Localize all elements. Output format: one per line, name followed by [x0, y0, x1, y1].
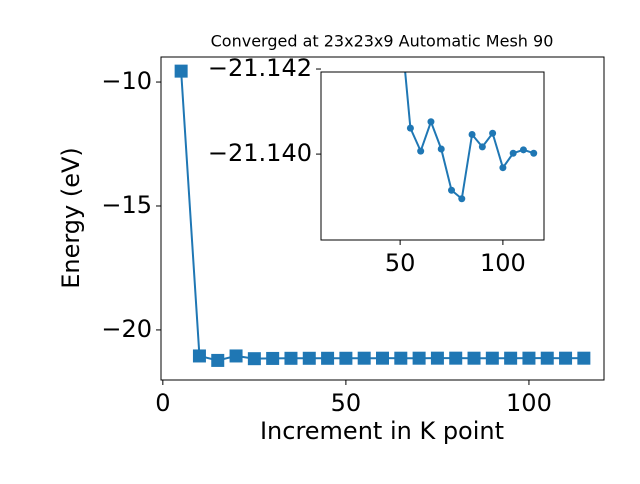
point: [247, 352, 261, 366]
point: [437, 145, 445, 153]
point: [321, 351, 335, 365]
axes-frame: [160, 56, 605, 381]
point: [509, 149, 517, 157]
point: [417, 147, 425, 155]
point: [174, 64, 188, 78]
point: [449, 351, 463, 365]
x-tick-label: 100: [506, 389, 552, 417]
point: [522, 351, 536, 365]
inset-background: [321, 72, 544, 240]
point: [394, 351, 408, 365]
point: [467, 351, 481, 365]
point: [412, 351, 426, 365]
plot-area: [404, 72, 538, 203]
x-tick-label: 100: [480, 249, 526, 277]
point: [284, 351, 298, 365]
point: [519, 146, 527, 154]
x-tick-label: 50: [385, 249, 416, 277]
point: [430, 351, 444, 365]
y-axis-label: Energy (eV): [57, 147, 85, 289]
point: [192, 349, 206, 363]
point: [485, 351, 499, 365]
point: [540, 351, 554, 365]
axes-frame: [320, 71, 545, 241]
point: [577, 351, 591, 365]
y-tick-label: −21.142: [208, 54, 312, 82]
chart-title: Converged at 23x23x9 Automatic Mesh 90: [211, 32, 554, 51]
point: [458, 195, 466, 203]
point: [504, 351, 518, 365]
point: [376, 351, 389, 365]
point: [229, 349, 243, 363]
point: [266, 351, 280, 365]
point: [448, 186, 456, 194]
y-tick-label: −20: [101, 315, 152, 343]
plot-area: [174, 64, 591, 367]
point: [211, 353, 225, 367]
x-axis-label: Increment in K point: [260, 417, 504, 445]
point: [489, 129, 497, 137]
y-tick-label: −15: [101, 191, 152, 219]
point: [427, 118, 435, 126]
point: [468, 131, 476, 139]
x-tick-label: 0: [155, 389, 170, 417]
y-tick-label: −21.140: [208, 139, 312, 167]
y-tick-label: −10: [101, 67, 152, 95]
point: [530, 149, 538, 157]
point: [478, 143, 486, 151]
point: [406, 124, 414, 132]
point: [499, 164, 507, 172]
point: [357, 351, 371, 365]
x-tick-label: 50: [331, 389, 362, 417]
point: [559, 351, 573, 365]
point: [339, 351, 353, 365]
point: [302, 351, 316, 365]
